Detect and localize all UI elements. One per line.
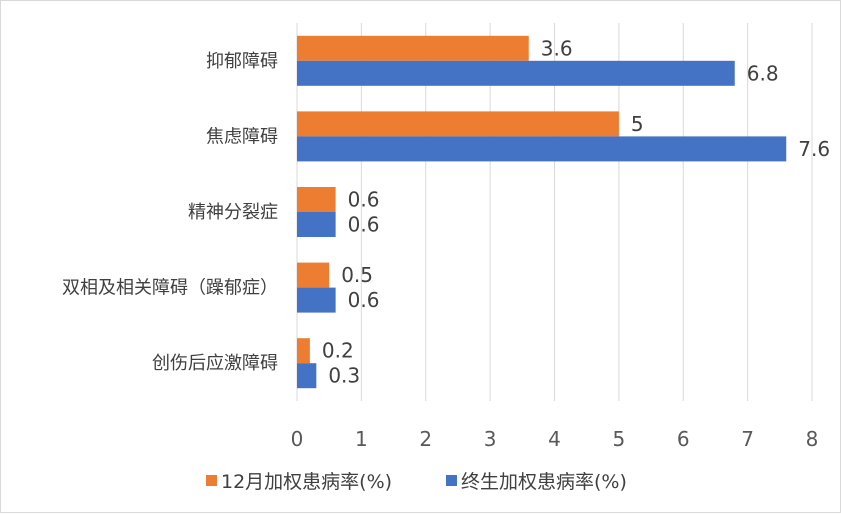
bar-s0-c0 xyxy=(297,35,529,61)
data-label-s1-c1: 7.6 xyxy=(798,137,830,161)
x-tick-label-3: 3 xyxy=(484,427,497,451)
x-tick-label-4: 4 xyxy=(548,427,561,451)
data-label-s0-c1: 5 xyxy=(631,112,644,136)
category-label-4: 创伤后应激障碍 xyxy=(152,353,278,374)
data-label-s0-c2: 0.6 xyxy=(348,188,380,212)
bar-s1-c1 xyxy=(297,136,787,162)
legend-label-1: 终生加权患病率(%) xyxy=(461,471,627,493)
x-tick-label-0: 0 xyxy=(291,427,304,451)
bar-s1-c0 xyxy=(297,60,735,86)
bar-s0-c3 xyxy=(297,262,330,288)
legend-swatch-0 xyxy=(206,475,217,486)
legend-label-0: 12月加权患病率(%) xyxy=(221,471,392,493)
x-tick-label-7: 7 xyxy=(741,427,754,451)
bar-s1-c4 xyxy=(297,363,317,389)
data-label-s1-c0: 6.8 xyxy=(747,61,779,85)
bar-s0-c2 xyxy=(297,187,336,212)
data-label-s0-c3: 0.5 xyxy=(341,263,373,287)
x-tick-label-1: 1 xyxy=(355,427,368,451)
bar-s1-c3 xyxy=(297,287,336,313)
x-tick-label-2: 2 xyxy=(419,427,432,451)
category-label-1: 焦虑障碍 xyxy=(206,126,278,147)
x-tick-label-6: 6 xyxy=(677,427,690,451)
legend-swatch-1 xyxy=(446,475,457,486)
data-label-s1-c4: 0.3 xyxy=(328,364,360,388)
data-label-s0-c0: 3.6 xyxy=(541,36,573,60)
category-label-2: 精神分裂症 xyxy=(188,202,278,223)
bar-s1-c2 xyxy=(297,212,336,237)
data-label-s1-c3: 0.6 xyxy=(348,288,380,312)
data-label-s0-c4: 0.2 xyxy=(322,339,354,363)
data-label-s1-c2: 0.6 xyxy=(348,213,380,237)
category-label-0: 抑郁障碍 xyxy=(206,51,278,72)
category-label-3: 双相及相关障碍（躁郁症） xyxy=(62,278,278,299)
x-tick-label-5: 5 xyxy=(613,427,626,451)
x-tick-label-8: 8 xyxy=(806,427,819,451)
bar-s0-c4 xyxy=(297,338,310,364)
bar-s0-c1 xyxy=(297,111,619,137)
